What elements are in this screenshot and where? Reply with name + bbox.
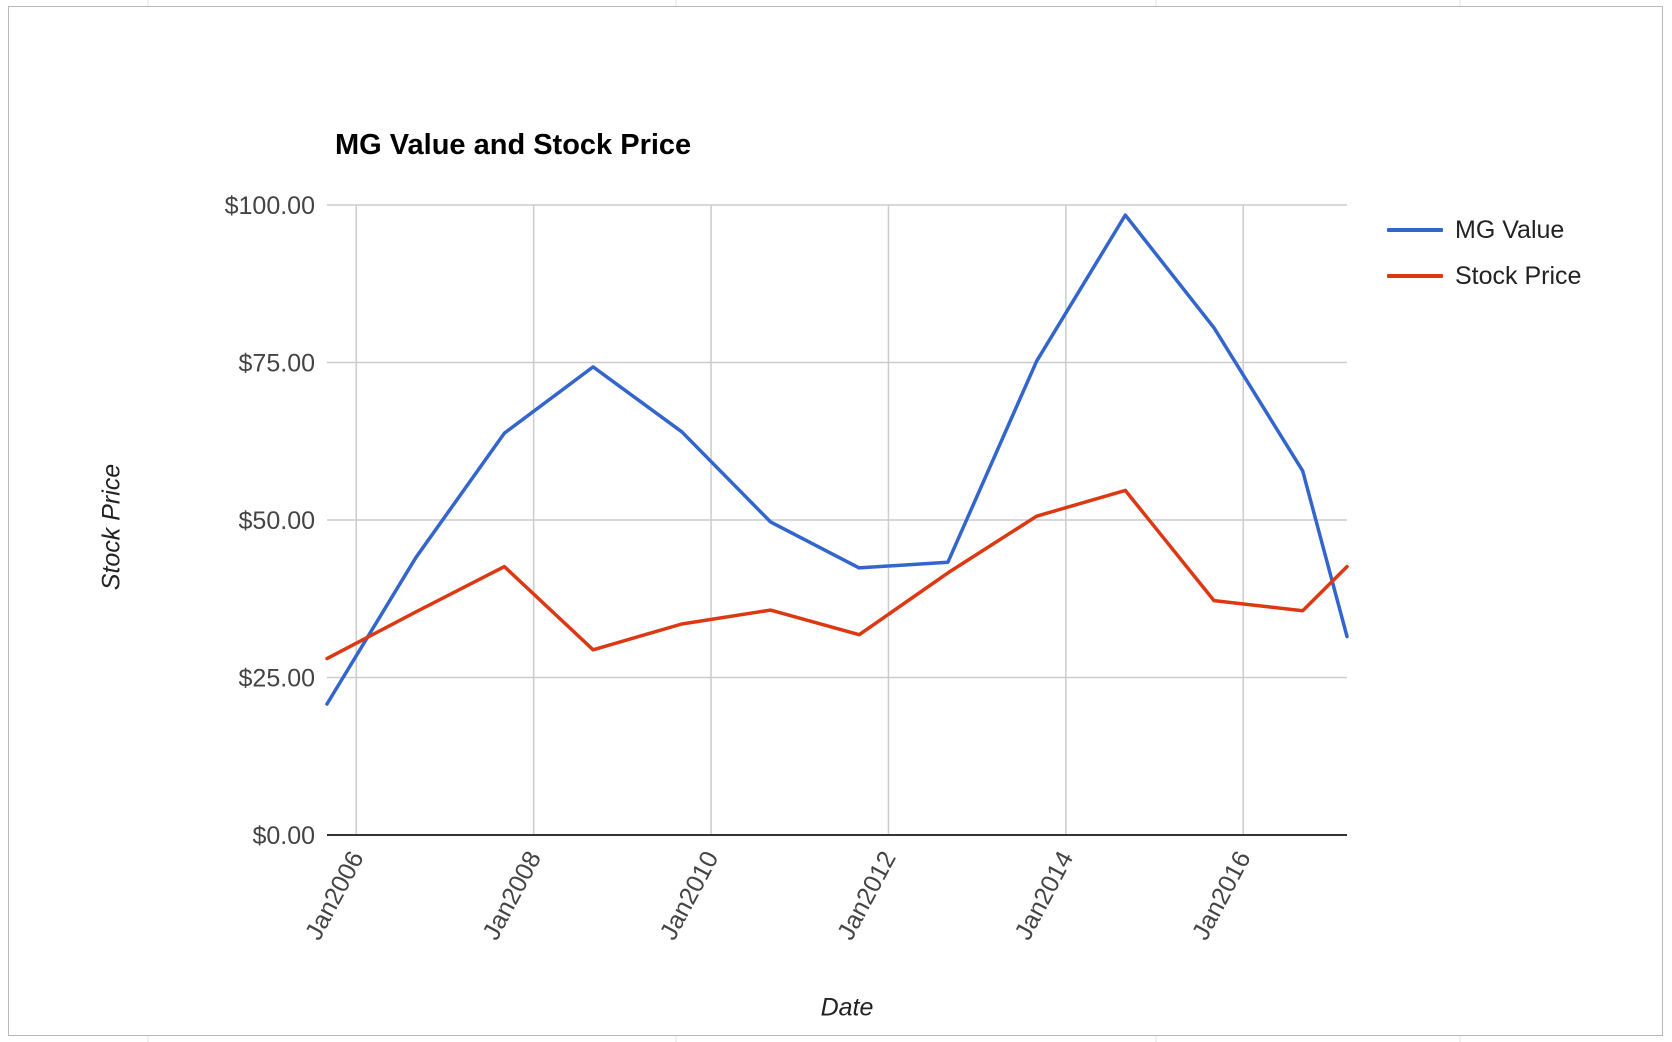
series-line-mg-value	[325, 213, 1349, 706]
y-tick-label: $25.00	[239, 665, 315, 693]
y-tick-label: $75.00	[239, 350, 315, 378]
x-tick-label: Jan2012	[832, 847, 902, 945]
data-point-stock-price	[1301, 609, 1304, 612]
data-point-mg-value	[1212, 326, 1216, 330]
data-point-stock-price	[1212, 599, 1216, 602]
chart-legend: MG Value Stock Price	[1387, 207, 1581, 299]
data-point-mg-value	[1301, 469, 1304, 473]
chart-title: MG Value and Stock Price	[335, 129, 692, 161]
x-tick-label: Jan2014	[1009, 847, 1079, 945]
data-point-mg-value	[1345, 635, 1349, 638]
data-point-stock-price	[1124, 489, 1127, 492]
y-tick-label: $0.00	[252, 822, 315, 850]
legend-item-stock-price: Stock Price	[1387, 253, 1581, 299]
legend-swatch-mg-value	[1387, 228, 1443, 232]
legend-swatch-stock-price	[1387, 274, 1443, 278]
chart-container[interactable]: $0.00 $25.00 $50.00 $75.00 $100.00 Jan2006 Jan…	[8, 6, 1663, 1036]
data-point-stock-price	[325, 657, 329, 660]
data-point-mg-value	[1124, 213, 1127, 217]
data-point-stock-price	[769, 608, 772, 612]
data-point-mg-value	[1035, 360, 1038, 363]
x-tick-label: Jan2006	[300, 847, 370, 945]
data-point-stock-price	[1345, 565, 1349, 568]
x-tick-label: Jan2016	[1187, 847, 1257, 945]
data-point-stock-price	[1035, 515, 1038, 518]
legend-label-stock-price: Stock Price	[1455, 261, 1582, 290]
data-point-stock-price	[946, 571, 950, 575]
data-point-mg-value	[857, 566, 861, 570]
y-tick-label: $50.00	[239, 507, 315, 535]
data-point-mg-value	[325, 702, 329, 706]
data-point-mg-value	[769, 520, 772, 524]
data-point-stock-price	[503, 565, 506, 568]
legend-label-mg-value: MG Value	[1455, 215, 1565, 244]
data-point-stock-price	[857, 633, 861, 636]
legend-item-mg-value: MG Value	[1387, 207, 1581, 253]
y-axis-title: Stock Price	[97, 463, 126, 591]
data-point-mg-value	[946, 561, 950, 564]
series-line-stock-price	[325, 488, 1349, 661]
data-point-stock-price	[680, 622, 683, 626]
y-tick-label: $100.00	[225, 192, 315, 220]
data-point-mg-value	[503, 431, 506, 435]
data-point-mg-value	[591, 365, 595, 369]
data-point-stock-price	[591, 648, 595, 651]
x-tick-label: Jan2008	[477, 847, 547, 945]
x-axis-title: Date	[820, 993, 874, 1022]
data-point-mg-value	[414, 556, 417, 559]
chart-plot-area: $0.00 $25.00 $50.00 $75.00 $100.00 Jan2006 Jan…	[225, 192, 1349, 945]
data-point-mg-value	[680, 430, 683, 433]
x-tick-label: Jan2010	[655, 847, 725, 945]
data-point-stock-price	[414, 610, 417, 614]
